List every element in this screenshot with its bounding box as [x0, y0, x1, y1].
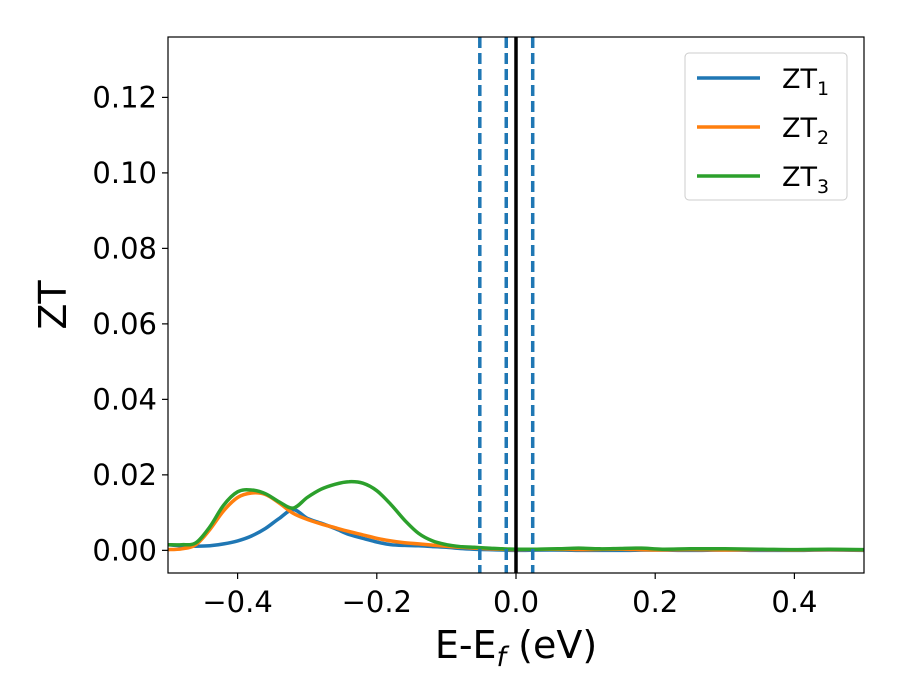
x-axis-label: E-Ef (eV) — [435, 623, 597, 673]
y-tick-label: 0.00 — [92, 533, 157, 567]
x-axis: −0.4 −0.2 0.0 0.2 0.4 — [202, 573, 817, 619]
y-axis-label: ZT — [31, 280, 75, 330]
legend: ZT1 ZT2 ZT3 — [684, 52, 848, 201]
legend-label-zt2: ZT2 — [782, 113, 829, 149]
x-tick-label: −0.4 — [202, 585, 272, 619]
series-line-zt3 — [168, 479, 864, 552]
plot-area — [168, 37, 864, 573]
y-tick-label: 0.04 — [92, 382, 157, 416]
x-tick-label: −0.2 — [342, 585, 412, 619]
x-tick-label: 0.0 — [493, 585, 539, 619]
x-axis-label-unit: (eV) — [506, 623, 597, 667]
x-axis-label-main: E-E — [435, 623, 497, 667]
y-tick-label: 0.10 — [92, 156, 157, 190]
legend-box — [684, 52, 848, 201]
y-tick-label: 0.02 — [92, 458, 157, 492]
x-tick-label: 0.4 — [771, 585, 817, 619]
y-axis: 0.00 0.02 0.04 0.06 0.08 0.10 0.12 — [92, 80, 168, 567]
y-tick-label: 0.12 — [92, 80, 157, 114]
legend-label-zt3: ZT3 — [782, 162, 829, 198]
legend-label-zt1: ZT1 — [782, 64, 829, 100]
y-tick-label: 0.08 — [92, 231, 157, 265]
x-tick-label: 0.2 — [632, 585, 678, 619]
series-group — [168, 479, 864, 553]
y-tick-label: 0.06 — [92, 307, 157, 341]
legend-entries: ZT1 ZT2 ZT3 — [697, 64, 829, 198]
